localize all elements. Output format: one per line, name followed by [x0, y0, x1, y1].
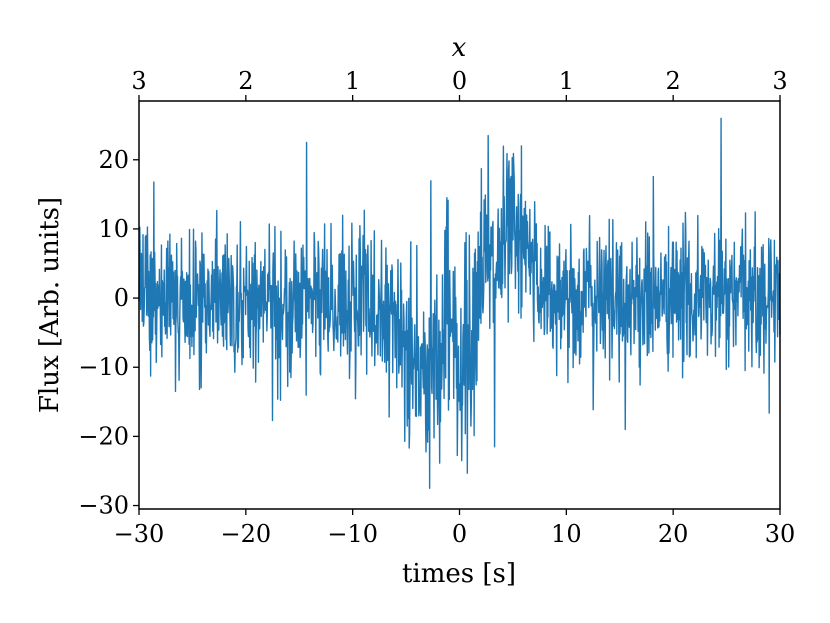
x-tick-label: −10 — [327, 520, 378, 548]
top-tick-label: 2 — [666, 67, 681, 95]
x-axis-label: times [s] — [402, 559, 516, 589]
y-axis-label: Flux [Arb. units] — [35, 197, 65, 413]
x-tick-label: 0 — [452, 520, 467, 548]
flux-line — [138, 117, 781, 489]
series-flux — [138, 117, 781, 489]
top-x-axis-label: x — [452, 33, 467, 63]
x-tick-label: 10 — [551, 520, 582, 548]
x-tick-label: −30 — [114, 520, 165, 548]
x-tick-label: −20 — [221, 520, 272, 548]
y-tick-label: 20 — [98, 146, 129, 174]
top-tick-label: 1 — [559, 67, 574, 95]
top-tick-label: 3 — [131, 67, 146, 95]
top-tick-label: 3 — [772, 67, 787, 95]
y-tick-label: −20 — [78, 422, 129, 450]
top-tick-label: 1 — [345, 67, 360, 95]
top-tick-label: 0 — [452, 67, 467, 95]
top-tick-label: 2 — [238, 67, 253, 95]
y-tick-label: −10 — [78, 353, 129, 381]
y-tick-label: −30 — [78, 492, 129, 520]
x-tick-label: 30 — [765, 520, 796, 548]
y-tick-label: 0 — [114, 284, 129, 312]
y-tick-label: 10 — [98, 215, 129, 243]
x-tick-label: 20 — [658, 520, 689, 548]
